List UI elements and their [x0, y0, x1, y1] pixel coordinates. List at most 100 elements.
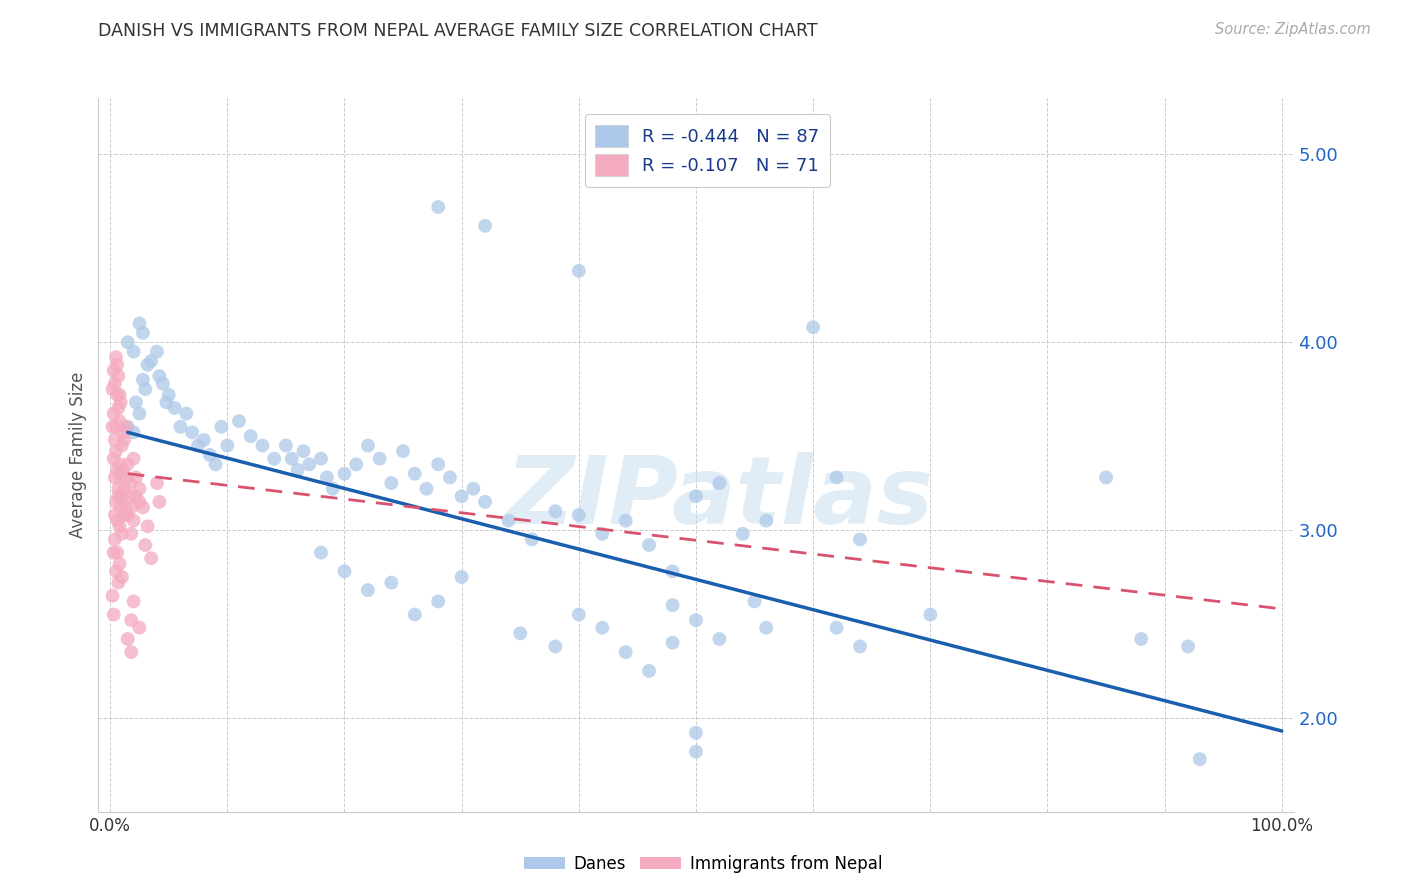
Point — [118, 489, 141, 503]
Point — [439, 470, 461, 484]
Point — [105, 419, 128, 434]
Point — [110, 395, 132, 409]
Legend: Danes, Immigrants from Nepal: Danes, Immigrants from Nepal — [517, 848, 889, 880]
Point — [404, 467, 426, 481]
Point — [108, 388, 131, 402]
Point — [357, 583, 380, 598]
Point — [134, 382, 156, 396]
Legend: R = -0.444   N = 87, R = -0.107   N = 71: R = -0.444 N = 87, R = -0.107 N = 71 — [585, 114, 831, 187]
Point — [380, 575, 402, 590]
Point — [128, 317, 150, 331]
Point — [114, 419, 136, 434]
Point — [115, 470, 138, 484]
Point — [111, 570, 134, 584]
Point — [108, 458, 131, 472]
Point — [141, 354, 163, 368]
Point — [155, 395, 177, 409]
Point — [103, 407, 125, 421]
Point — [614, 645, 637, 659]
Point — [685, 726, 707, 740]
Point — [125, 489, 148, 503]
Point — [108, 414, 131, 428]
Text: DANISH VS IMMIGRANTS FROM NEPAL AVERAGE FAMILY SIZE CORRELATION CHART: DANISH VS IMMIGRANTS FROM NEPAL AVERAGE … — [98, 22, 818, 40]
Point — [661, 636, 683, 650]
Point — [709, 632, 731, 646]
Point — [333, 467, 356, 481]
Point — [309, 451, 332, 466]
Point — [122, 594, 145, 608]
Point — [108, 557, 131, 571]
Point — [568, 264, 591, 278]
Point — [122, 425, 145, 440]
Point — [685, 489, 707, 503]
Point — [107, 401, 129, 415]
Point — [117, 458, 139, 472]
Point — [450, 570, 472, 584]
Point — [146, 344, 169, 359]
Point — [120, 645, 142, 659]
Point — [111, 489, 134, 503]
Point — [498, 514, 520, 528]
Point — [114, 500, 136, 515]
Point — [198, 448, 221, 462]
Point — [105, 545, 128, 559]
Point — [228, 414, 250, 428]
Point — [509, 626, 531, 640]
Point — [920, 607, 942, 622]
Point — [392, 444, 415, 458]
Point — [368, 451, 391, 466]
Point — [104, 533, 127, 547]
Point — [101, 419, 124, 434]
Point — [415, 482, 437, 496]
Point — [427, 200, 450, 214]
Point — [755, 621, 778, 635]
Point — [128, 495, 150, 509]
Point — [709, 476, 731, 491]
Point — [120, 526, 142, 541]
Point — [163, 401, 186, 415]
Point — [104, 376, 127, 391]
Point — [849, 640, 872, 654]
Point — [152, 376, 174, 391]
Point — [125, 395, 148, 409]
Point — [281, 451, 304, 466]
Point — [112, 482, 135, 496]
Point — [101, 589, 124, 603]
Point — [1177, 640, 1199, 654]
Point — [744, 594, 766, 608]
Point — [322, 482, 344, 496]
Point — [380, 476, 402, 491]
Point — [112, 508, 135, 522]
Point — [112, 463, 135, 477]
Point — [638, 664, 661, 678]
Point — [146, 476, 169, 491]
Point — [849, 533, 872, 547]
Point — [128, 621, 150, 635]
Point — [825, 470, 848, 484]
Point — [111, 438, 134, 452]
Point — [568, 607, 591, 622]
Point — [187, 438, 209, 452]
Point — [117, 419, 139, 434]
Point — [174, 407, 197, 421]
Point — [463, 482, 485, 496]
Point — [661, 565, 683, 579]
Point — [544, 504, 567, 518]
Point — [103, 545, 125, 559]
Point — [136, 358, 159, 372]
Point — [105, 351, 128, 365]
Point — [122, 451, 145, 466]
Point — [105, 388, 128, 402]
Point — [117, 508, 139, 522]
Point — [825, 621, 848, 635]
Point — [122, 514, 145, 528]
Point — [315, 470, 337, 484]
Point — [427, 594, 450, 608]
Point — [404, 607, 426, 622]
Point — [105, 444, 128, 458]
Point — [298, 458, 321, 472]
Point — [614, 514, 637, 528]
Point — [107, 575, 129, 590]
Point — [181, 425, 204, 440]
Point — [148, 495, 170, 509]
